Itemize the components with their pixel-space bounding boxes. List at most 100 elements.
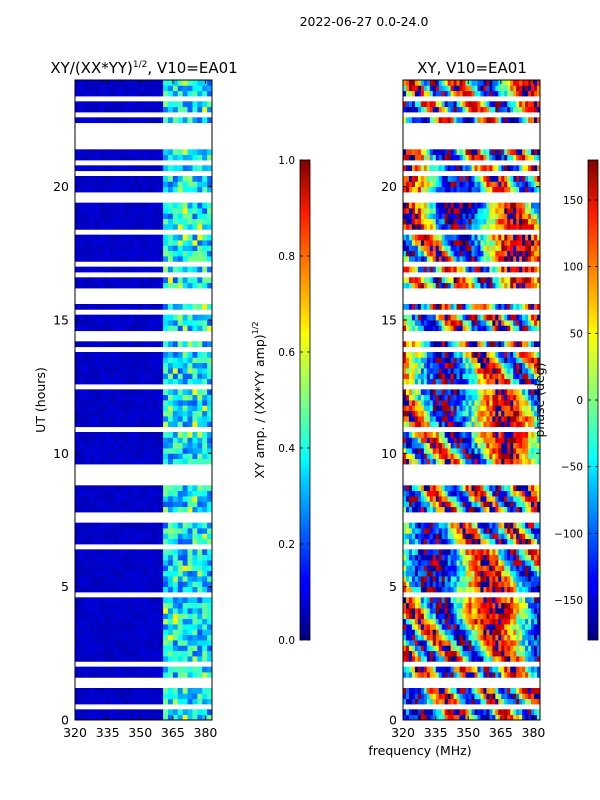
amplitude-heatmap-cell [163, 421, 169, 428]
amplitude-heatmap-cell [192, 378, 198, 385]
amplitude-heatmap-cell [109, 154, 115, 161]
amplitude-heatmap-cell [143, 176, 149, 182]
phase-heatmap-cell [403, 432, 407, 438]
amplitude-heatmap-cell [148, 202, 154, 209]
phase-heatmap-cell [435, 458, 440, 465]
amplitude-heatmap-cell [167, 645, 174, 652]
amplitude-heatmap-cell [89, 693, 95, 700]
amplitude-heatmap-cell [158, 714, 164, 720]
phase-heatmap-cell [474, 485, 478, 492]
phase-heatmap-cell [453, 618, 458, 625]
amplitude-heatmap-cell [109, 101, 115, 108]
phase-heatmap-cell [477, 485, 481, 492]
amplitude-heatmap-cell [167, 266, 174, 273]
amplitude-heatmap-cell [114, 368, 120, 374]
amplitude-heatmap-cell [133, 165, 139, 172]
phase-heatmap-cell [438, 688, 443, 694]
phase-heatmap-cell [522, 400, 526, 406]
amplitude-heatmap-cell [123, 432, 130, 438]
phase-heatmap-cell [408, 400, 413, 406]
phase-heatmap-cell [441, 586, 446, 593]
phase-heatmap-cell [411, 405, 416, 412]
amplitude-heatmap-cell [163, 352, 169, 358]
phase-heatmap-cell [447, 560, 452, 566]
amplitude-heatmap-cell [182, 325, 188, 332]
phase-heatmap-cell [420, 602, 425, 609]
amplitude-heatmap-cell [133, 325, 139, 332]
amplitude-heatmap-cell [75, 90, 81, 97]
amplitude-heatmap-cell [177, 442, 184, 449]
amplitude-heatmap-cell [89, 586, 95, 593]
amplitude-heatmap-cell [99, 506, 105, 513]
phase-heatmap-cell [510, 458, 514, 465]
phase-heatmap-cell [519, 618, 523, 625]
amplitude-heatmap-cell [114, 634, 120, 641]
phase-heatmap-cell [435, 714, 440, 720]
phase-heatmap-cell [489, 485, 493, 492]
amplitude-heatmap-cell [99, 554, 105, 561]
phase-heatmap-cell [429, 352, 434, 358]
amplitude-heatmap-cell [167, 85, 174, 92]
amplitude-heatmap-cell [99, 202, 105, 209]
phase-heatmap-cell [528, 352, 532, 358]
phase-heatmap-cell [426, 549, 431, 556]
amplitude-heatmap-cell [94, 538, 100, 545]
phase-heatmap-cell [426, 666, 431, 673]
amplitude-heatmap-cell [89, 640, 95, 646]
phase-heatmap-cell [444, 608, 449, 614]
phase-heatmap-cell [465, 581, 469, 588]
amplitude-heatmap-cell [104, 709, 110, 716]
amplitude-heatmap-cell [202, 208, 208, 214]
phase-heatmap-cell [456, 656, 460, 662]
phase-heatmap-cell [403, 437, 407, 444]
amplitude-heatmap-cell [128, 501, 135, 508]
phase-heatmap-cell [462, 565, 466, 572]
phase-heatmap-cell [453, 640, 458, 646]
phase-heatmap-cell [432, 645, 437, 652]
phase-heatmap-cell [408, 394, 413, 401]
phase-heatmap-cell [456, 634, 460, 641]
amplitude-heatmap-cell [207, 202, 212, 209]
amplitude-heatmap-cell [143, 714, 149, 720]
amplitude-heatmap-cell [197, 576, 203, 582]
amplitude-heatmap-cell [172, 432, 179, 438]
phase-heatmap-cell [477, 565, 481, 572]
amplitude-heatmap-cell [89, 432, 95, 438]
phase-heatmap-cell [429, 389, 434, 396]
phase-heatmap-cell [534, 394, 538, 401]
phase-heatmap-cell [414, 389, 419, 396]
phase-heatmap-cell [492, 602, 496, 609]
phase-heatmap-cell [435, 688, 440, 694]
phase-heatmap-cell [474, 341, 478, 348]
amplitude-heatmap-cell [202, 597, 208, 604]
amplitude-heatmap-cell [197, 688, 203, 694]
phase-heatmap-cell [435, 538, 440, 545]
amplitude-heatmap-cell [75, 624, 81, 630]
phase-heatmap-cell [537, 613, 540, 620]
amplitude-heatmap-cell [148, 213, 154, 220]
amplitude-heatmap-cell [167, 576, 174, 582]
amplitude-heatmap-cell [148, 608, 154, 614]
amplitude-heatmap-cell [104, 410, 110, 417]
amplitude-heatmap-cell [94, 624, 100, 630]
phase-heatmap-cell [513, 709, 517, 716]
phase-heatmap-cell [465, 560, 469, 566]
amplitude-heatmap-cell [202, 485, 208, 492]
phase-heatmap-cell [522, 624, 526, 630]
amplitude-heatmap-cell [94, 565, 100, 572]
phase-heatmap-cell [489, 448, 493, 454]
amplitude-heatmap-cell [104, 181, 110, 188]
phase-heatmap-cell [426, 522, 431, 529]
amplitude-heatmap-cell [104, 154, 110, 161]
phase-heatmap-cell [519, 378, 523, 385]
amplitude-colorbar-tick-label: 0.8 [278, 251, 295, 263]
amplitude-heatmap-cell [192, 448, 198, 454]
phase-heatmap-cell [459, 485, 463, 492]
phase-heatmap-cell [441, 602, 446, 609]
amplitude-heatmap-cell [84, 165, 91, 172]
amplitude-heatmap-cell [177, 362, 184, 369]
amplitude-heatmap-cell [123, 224, 130, 230]
phase-heatmap-cell [420, 565, 425, 572]
amplitude-heatmap-cell [99, 234, 105, 241]
amplitude-heatmap-cell [187, 693, 193, 700]
